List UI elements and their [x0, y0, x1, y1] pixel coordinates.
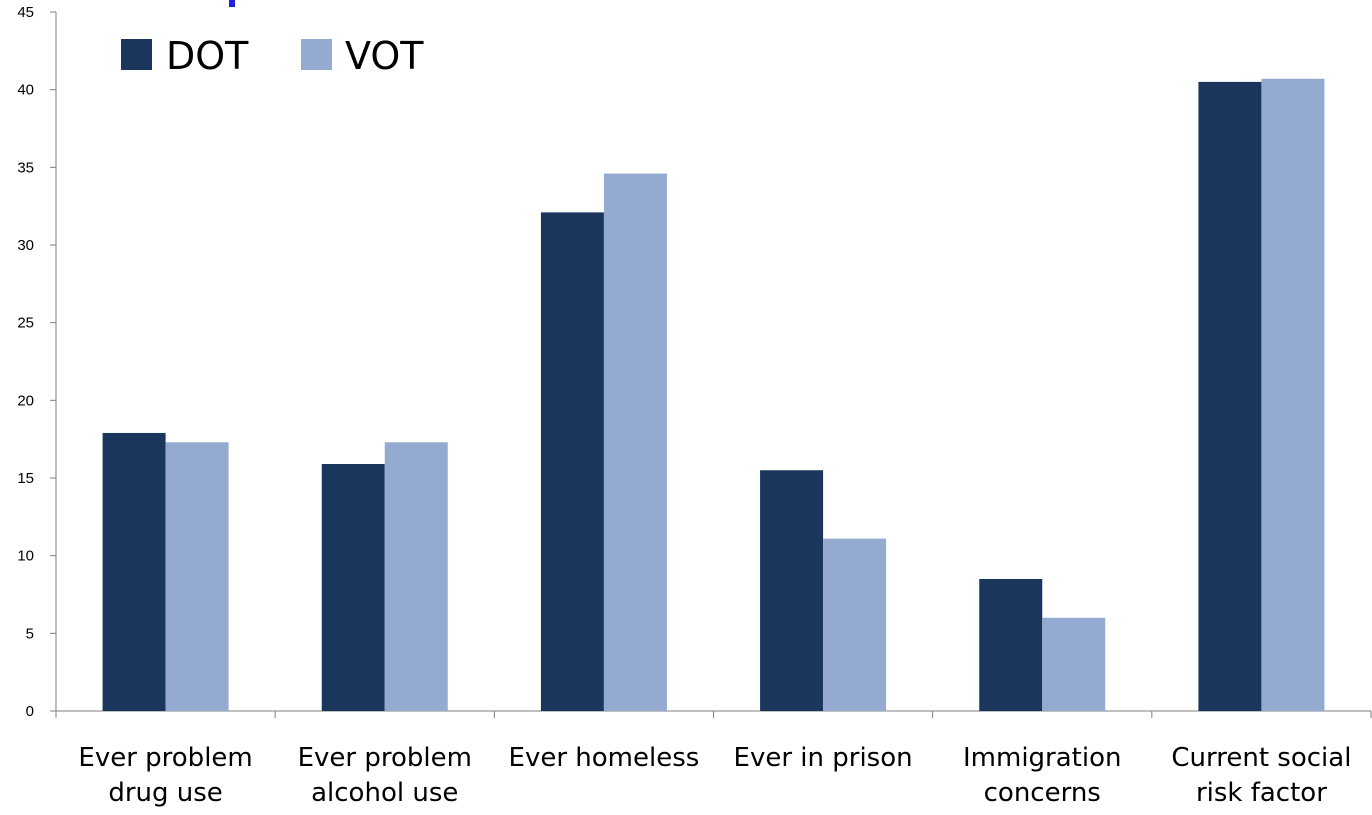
legend-label: DOT	[166, 34, 249, 78]
y-axis: 0 5 10 15 20 25 30 35 40 45	[17, 4, 57, 720]
x-category-label: concerns	[984, 778, 1101, 808]
y-tick-label: 40	[17, 82, 34, 99]
x-category-label: alcohol use	[311, 778, 458, 808]
bar-dot	[979, 578, 1043, 711]
legend-swatch	[301, 39, 332, 70]
x-category-label: risk factor	[1196, 778, 1327, 808]
bar-vot	[1261, 78, 1325, 711]
bar-vot	[165, 442, 229, 711]
bar-vot	[1042, 617, 1106, 711]
legend-label: VOT	[345, 34, 424, 78]
bar-vot	[603, 173, 667, 712]
x-category-label: Ever problem	[298, 743, 472, 773]
x-category-label: drug use	[108, 778, 222, 808]
legend: DOT VOT	[121, 34, 424, 78]
title-fragment	[229, 0, 235, 7]
bar-dot	[1198, 81, 1262, 711]
y-tick-label: 0	[26, 703, 34, 720]
y-tick-label: 30	[17, 237, 34, 254]
y-tick-label: 15	[17, 470, 34, 487]
x-category-label: Ever problem	[78, 743, 252, 773]
bar-dot	[102, 432, 166, 711]
y-tick-label: 45	[17, 4, 34, 21]
y-tick-label: 25	[17, 315, 34, 332]
bar-dot	[760, 470, 824, 711]
x-axis: Ever problem drug use Ever problem alcohol …	[55, 710, 1372, 808]
legend-swatch	[121, 39, 152, 70]
bars	[102, 78, 1325, 712]
x-category-label: Ever in prison	[734, 743, 913, 773]
y-tick-label: 20	[17, 392, 34, 409]
x-category-label: Current social	[1171, 743, 1351, 773]
y-tick-label: 10	[17, 548, 34, 565]
bar-vot	[384, 442, 448, 711]
bar-dot	[540, 212, 604, 711]
y-tick-label: 35	[17, 159, 34, 176]
x-category-label: Ever homeless	[509, 743, 700, 773]
bar-vot	[823, 538, 887, 711]
x-category-label: Immigration	[963, 743, 1121, 773]
y-tick-label: 5	[26, 625, 34, 642]
bar-dot	[321, 464, 385, 711]
